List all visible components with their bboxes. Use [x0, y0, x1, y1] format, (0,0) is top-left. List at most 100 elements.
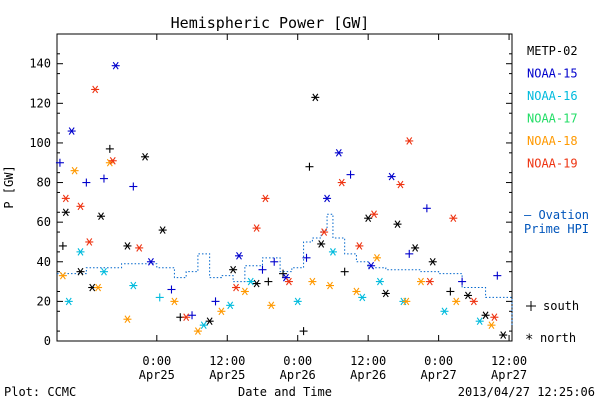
x-tick-date-label: Apr26	[280, 368, 316, 382]
x-tick-date-label: Apr27	[421, 368, 457, 382]
north-point-marker	[235, 252, 243, 260]
north-symbol-legend: * north	[525, 331, 576, 348]
north-point-marker	[199, 321, 208, 329]
north-point-marker	[481, 311, 490, 320]
south-point-marker	[211, 297, 220, 306]
north-point-marker	[372, 253, 381, 262]
north-point-marker	[469, 297, 478, 306]
north-point-marker	[76, 202, 85, 211]
north-point-marker	[76, 267, 85, 276]
north-point-marker	[58, 271, 67, 280]
legend-entry-noaa-16: NOAA-16	[527, 89, 578, 103]
north-point-marker	[364, 214, 373, 223]
north-point-marker	[205, 317, 214, 326]
south-point-marker	[270, 257, 279, 266]
north-point-marker	[94, 283, 103, 292]
south-point-marker	[422, 204, 431, 213]
south-point-marker	[188, 311, 197, 320]
south-point-marker	[258, 265, 267, 274]
north-point-marker	[326, 281, 334, 290]
north-point-marker	[146, 257, 155, 266]
south-point-marker	[340, 267, 349, 276]
south-point-marker	[279, 269, 288, 278]
south-point-marker	[129, 182, 138, 191]
north-point-marker	[129, 281, 138, 290]
y-tick-label: 20	[37, 294, 51, 308]
south-point-marker	[99, 174, 108, 183]
south-point-marker	[493, 271, 502, 280]
north-point-marker	[440, 307, 449, 316]
north-point-marker	[267, 301, 276, 310]
north-point-marker	[158, 226, 167, 234]
legend-entry-noaa-17: NOAA-17	[527, 112, 578, 126]
north-point-marker	[108, 156, 117, 165]
north-point-marker	[499, 331, 508, 339]
north-point-marker	[317, 240, 326, 248]
north-point-marker	[246, 277, 255, 286]
north-point-marker	[226, 301, 235, 310]
south-point-marker	[167, 285, 176, 294]
data-points	[55, 61, 508, 339]
north-point-marker	[91, 85, 100, 94]
south-point-marker	[82, 178, 91, 187]
north-point-marker	[111, 61, 120, 70]
y-tick-label: 0	[44, 334, 51, 348]
north-point-marker	[337, 178, 346, 187]
north-point-marker	[284, 277, 293, 286]
x-axis: 0:00Apr2512:00Apr250:00Apr2612:00Apr260:…	[139, 34, 527, 382]
north-point-marker	[411, 244, 420, 252]
north-point-marker	[293, 297, 302, 306]
north-point-marker	[135, 244, 144, 252]
x-tick-date-label: Apr27	[491, 368, 527, 382]
plot-frame	[56, 33, 513, 342]
north-point-marker	[320, 228, 329, 236]
x-tick-time-label: 12:00	[491, 354, 527, 368]
legend-entry-noaa-15: NOAA-15	[527, 67, 578, 81]
north-label: north	[540, 331, 576, 345]
x-tick-date-label: Apr25	[209, 368, 245, 382]
north-point-marker	[387, 172, 396, 181]
y-tick-label: 140	[29, 57, 51, 71]
north-point-marker	[76, 248, 85, 256]
x-tick-time-label: 0:00	[142, 354, 171, 368]
ovation-legend-line2: Prime HPI	[524, 222, 589, 236]
south-point-marker	[305, 162, 314, 171]
ovation-legend-line1: — Ovation	[524, 208, 589, 222]
north-point-marker	[61, 208, 70, 217]
north-point-marker	[61, 194, 70, 203]
south-point-marker	[55, 158, 64, 167]
y-axis: 0 20 40 60 80 100 120 140	[29, 53, 512, 348]
north-point-marker	[311, 93, 320, 102]
north-point-marker	[232, 283, 241, 292]
x-tick-time-label: 12:00	[350, 354, 386, 368]
north-point-marker	[358, 293, 367, 302]
south-point-marker	[105, 144, 114, 153]
south-point-marker	[405, 249, 414, 258]
south-point-marker	[458, 277, 467, 286]
ovation-prime-hpi-line	[57, 213, 513, 326]
plot-credit: Plot: CCMC	[4, 385, 76, 399]
north-point-marker	[370, 210, 379, 219]
north-point-marker	[99, 267, 108, 276]
series-legend: METP-02 NOAA-15 NOAA-16 NOAA-17 NOAA-18 NOAA-…	[527, 44, 578, 171]
north-point-marker	[417, 277, 425, 286]
north-point-marker	[217, 307, 226, 316]
north-point-marker	[375, 277, 384, 286]
legend-entry-noaa-19: NOAA-19	[527, 157, 578, 171]
north-point-marker	[141, 152, 150, 161]
north-point-marker	[367, 261, 376, 270]
north-point-marker	[396, 180, 405, 189]
north-point-marker	[328, 248, 337, 256]
ovation-step-path	[57, 213, 513, 326]
x-tick-date-label: Apr25	[139, 368, 175, 382]
north-point-marker	[252, 224, 261, 232]
north-point-marker	[428, 257, 437, 266]
north-point-marker	[334, 149, 343, 157]
north-point-marker	[85, 238, 94, 246]
legend-entry-noaa-18: NOAA-18	[527, 134, 578, 148]
north-point-marker	[405, 137, 414, 145]
north-asterisk-icon: *	[525, 332, 533, 348]
north-point-marker	[352, 287, 361, 296]
x-axis-label: Date and Time	[238, 385, 332, 399]
